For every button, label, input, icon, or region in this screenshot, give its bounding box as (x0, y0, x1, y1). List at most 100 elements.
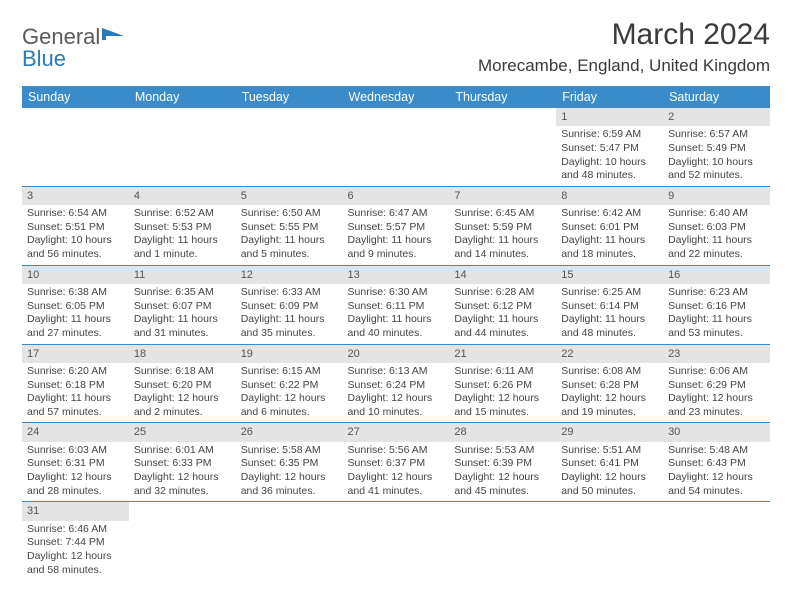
sunset-line: Sunset: 6:29 PM (668, 379, 765, 393)
calendar-cell: 11 Sunrise: 6:35 AMSunset: 6:07 PMDayligh… (129, 265, 236, 344)
day-details: Sunrise: 6:18 AMSunset: 6:20 PMDaylight:… (129, 363, 236, 423)
day-number: 15 (556, 266, 663, 284)
calendar-cell: 21Sunrise: 6:11 AMSunset: 6:26 PMDayligh… (449, 344, 556, 423)
day-number: 16 (663, 266, 770, 284)
sunset-line: Sunset: 6:18 PM (27, 379, 124, 393)
title-block: March 2024 Morecambe, England, United Ki… (478, 18, 770, 76)
calendar-cell: 8Sunrise: 6:42 AMSunset: 6:01 PMDaylight… (556, 186, 663, 265)
header: General Blue March 2024 Morecambe, Engla… (22, 18, 770, 76)
sunrise-line: Sunrise: 6:40 AM (668, 207, 765, 221)
day-details: Sunrise: 6:28 AMSunset: 6:12 PMDaylight:… (449, 284, 556, 344)
daylight-line: Daylight: 11 hours and 31 minutes. (134, 313, 231, 340)
sunset-line: Sunset: 7:44 PM (27, 536, 124, 550)
calendar-cell (236, 502, 343, 580)
sunrise-line: Sunrise: 6:47 AM (348, 207, 445, 221)
calendar-row: 31Sunrise: 6:46 AMSunset: 7:44 PMDayligh… (22, 502, 770, 580)
calendar-cell: 15Sunrise: 6:25 AMSunset: 6:14 PMDayligh… (556, 265, 663, 344)
sunrise-line: Sunrise: 6:01 AM (134, 444, 231, 458)
calendar-cell: 31Sunrise: 6:46 AMSunset: 7:44 PMDayligh… (22, 502, 129, 580)
sunrise-line: Sunrise: 6:38 AM (27, 286, 124, 300)
day-details: Sunrise: 6:01 AMSunset: 6:33 PMDaylight:… (129, 442, 236, 502)
day-details: Sunrise: 6:54 AMSunset: 5:51 PMDaylight:… (22, 205, 129, 265)
day-number: 30 (663, 423, 770, 441)
daylight-line: Daylight: 10 hours and 48 minutes. (561, 156, 658, 183)
sunrise-line: Sunrise: 6:03 AM (27, 444, 124, 458)
calendar-row: 3Sunrise: 6:54 AMSunset: 5:51 PMDaylight… (22, 186, 770, 265)
sunrise-line: Sunrise: 6:28 AM (454, 286, 551, 300)
daylight-line: Daylight: 12 hours and 2 minutes. (134, 392, 231, 419)
day-details: Sunrise: 6:20 AMSunset: 6:18 PMDaylight:… (22, 363, 129, 423)
calendar-cell: 17Sunrise: 6:20 AMSunset: 6:18 PMDayligh… (22, 344, 129, 423)
sunrise-line: Sunrise: 6:30 AM (348, 286, 445, 300)
sunrise-line: Sunrise: 5:56 AM (348, 444, 445, 458)
day-details: Sunrise: 5:53 AMSunset: 6:39 PMDaylight:… (449, 442, 556, 502)
day-number: 11 (129, 266, 236, 284)
sunset-line: Sunset: 6:43 PM (668, 457, 765, 471)
day-details: Sunrise: 5:48 AMSunset: 6:43 PMDaylight:… (663, 442, 770, 502)
sunset-line: Sunset: 5:57 PM (348, 221, 445, 235)
sunrise-line: Sunrise: 5:53 AM (454, 444, 551, 458)
day-number: 9 (663, 187, 770, 205)
daylight-line: Daylight: 12 hours and 36 minutes. (241, 471, 338, 498)
daylight-line: Daylight: 11 hours and 22 minutes. (668, 234, 765, 261)
day-details: Sunrise: 6:30 AMSunset: 6:11 PMDaylight:… (343, 284, 450, 344)
sunset-line: Sunset: 5:59 PM (454, 221, 551, 235)
calendar-cell: 10Sunrise: 6:38 AMSunset: 6:05 PMDayligh… (22, 265, 129, 344)
sunrise-line: Sunrise: 6:35 AM (134, 286, 231, 300)
sunset-line: Sunset: 5:47 PM (561, 142, 658, 156)
calendar-cell: 12Sunrise: 6:33 AMSunset: 6:09 PMDayligh… (236, 265, 343, 344)
sunset-line: Sunset: 6:39 PM (454, 457, 551, 471)
calendar-cell: 16Sunrise: 6:23 AMSunset: 6:16 PMDayligh… (663, 265, 770, 344)
sunrise-line: Sunrise: 6:23 AM (668, 286, 765, 300)
daylight-line: Daylight: 11 hours and 48 minutes. (561, 313, 658, 340)
calendar-cell (449, 108, 556, 186)
day-number: 27 (343, 423, 450, 441)
weekday-header: Saturday (663, 86, 770, 108)
daylight-line: Daylight: 12 hours and 50 minutes. (561, 471, 658, 498)
sunset-line: Sunset: 6:12 PM (454, 300, 551, 314)
calendar-cell: 6Sunrise: 6:47 AMSunset: 5:57 PMDaylight… (343, 186, 450, 265)
day-number: 23 (663, 345, 770, 363)
daylight-line: Daylight: 11 hours and 5 minutes. (241, 234, 338, 261)
sunrise-line: Sunrise: 6:15 AM (241, 365, 338, 379)
day-details: Sunrise: 6:03 AMSunset: 6:31 PMDaylight:… (22, 442, 129, 502)
daylight-line: Daylight: 12 hours and 45 minutes. (454, 471, 551, 498)
calendar-cell (129, 502, 236, 580)
day-details: Sunrise: 5:56 AMSunset: 6:37 PMDaylight:… (343, 442, 450, 502)
calendar-cell: 29Sunrise: 5:51 AMSunset: 6:41 PMDayligh… (556, 423, 663, 502)
calendar-cell: 18Sunrise: 6:18 AMSunset: 6:20 PMDayligh… (129, 344, 236, 423)
weekday-header: Monday (129, 86, 236, 108)
daylight-line: Daylight: 11 hours and 53 minutes. (668, 313, 765, 340)
calendar-cell (129, 108, 236, 186)
calendar-cell: 28Sunrise: 5:53 AMSunset: 6:39 PMDayligh… (449, 423, 556, 502)
day-number: 20 (343, 345, 450, 363)
daylight-line: Daylight: 11 hours and 18 minutes. (561, 234, 658, 261)
calendar-cell: 19Sunrise: 6:15 AMSunset: 6:22 PMDayligh… (236, 344, 343, 423)
day-details: Sunrise: 5:51 AMSunset: 6:41 PMDaylight:… (556, 442, 663, 502)
day-number: 17 (22, 345, 129, 363)
calendar-cell: 9Sunrise: 6:40 AMSunset: 6:03 PMDaylight… (663, 186, 770, 265)
sunrise-line: Sunrise: 6:33 AM (241, 286, 338, 300)
calendar-cell: 24Sunrise: 6:03 AMSunset: 6:31 PMDayligh… (22, 423, 129, 502)
calendar-cell (663, 502, 770, 580)
day-details: Sunrise: 6:40 AMSunset: 6:03 PMDaylight:… (663, 205, 770, 265)
calendar-cell: 13Sunrise: 6:30 AMSunset: 6:11 PMDayligh… (343, 265, 450, 344)
sunrise-line: Sunrise: 5:58 AM (241, 444, 338, 458)
day-details: Sunrise: 6:23 AMSunset: 6:16 PMDaylight:… (663, 284, 770, 344)
calendar-cell: 26Sunrise: 5:58 AMSunset: 6:35 PMDayligh… (236, 423, 343, 502)
calendar-cell: 25Sunrise: 6:01 AMSunset: 6:33 PMDayligh… (129, 423, 236, 502)
sunrise-line: Sunrise: 6:52 AM (134, 207, 231, 221)
day-number: 10 (22, 266, 129, 284)
sunset-line: Sunset: 6:35 PM (241, 457, 338, 471)
calendar-cell: 2Sunrise: 6:57 AMSunset: 5:49 PMDaylight… (663, 108, 770, 186)
day-details: Sunrise: 6:59 AMSunset: 5:47 PMDaylight:… (556, 126, 663, 186)
sunrise-line: Sunrise: 6:42 AM (561, 207, 658, 221)
weekday-header: Sunday (22, 86, 129, 108)
calendar-cell (343, 502, 450, 580)
day-number: 24 (22, 423, 129, 441)
day-number: 5 (236, 187, 343, 205)
sunrise-line: Sunrise: 6:54 AM (27, 207, 124, 221)
sunrise-line: Sunrise: 6:11 AM (454, 365, 551, 379)
day-details: Sunrise: 6:38 AMSunset: 6:05 PMDaylight:… (22, 284, 129, 344)
sunset-line: Sunset: 6:07 PM (134, 300, 231, 314)
